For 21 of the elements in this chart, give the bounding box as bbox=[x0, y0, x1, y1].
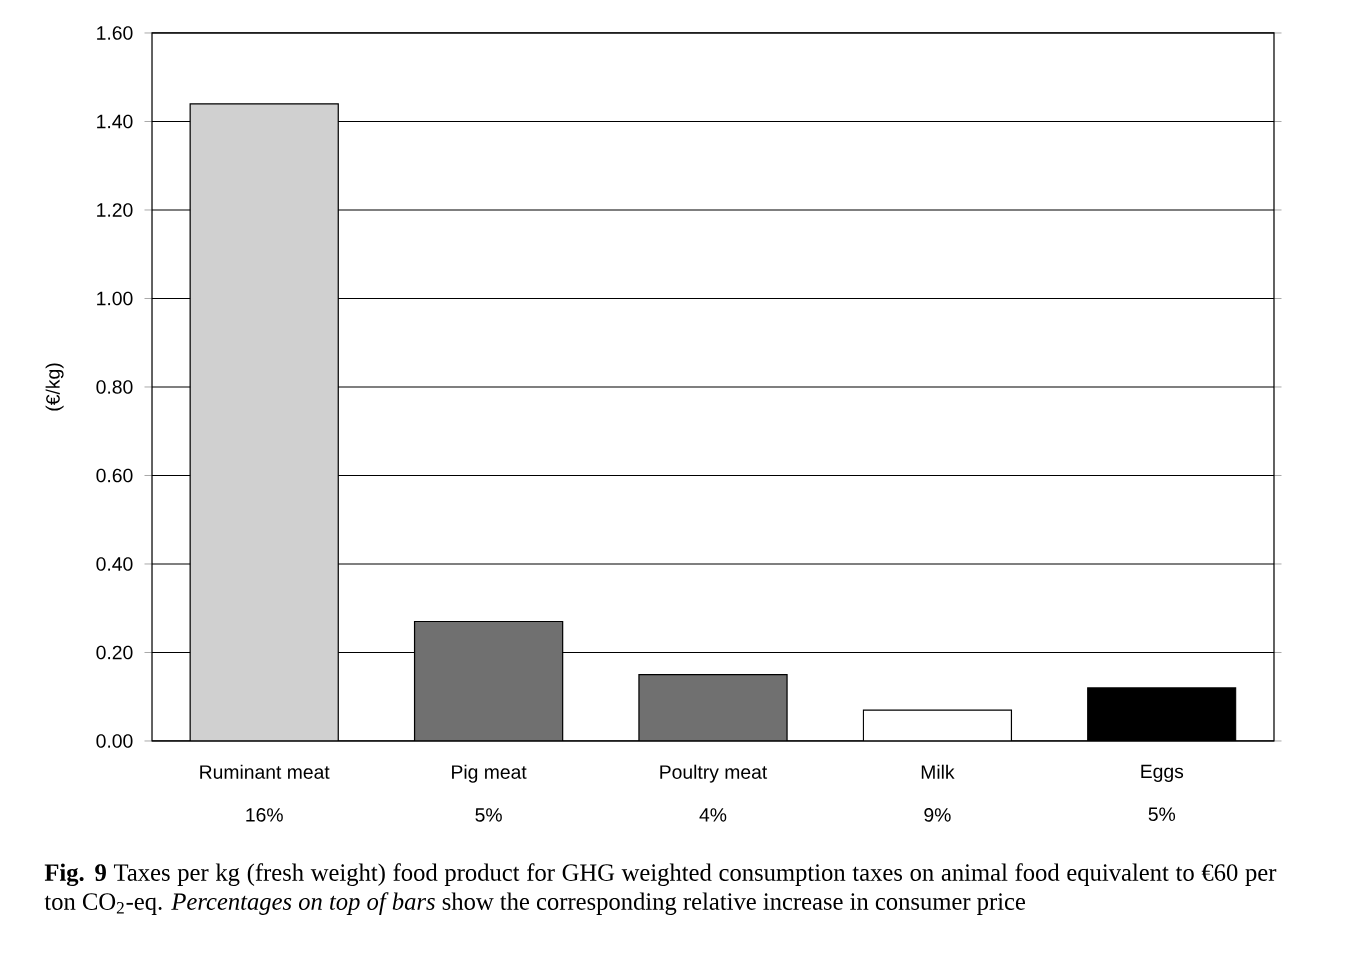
y-tick-label: 1.20 bbox=[97, 203, 133, 217]
y-tick-label: 0.40 bbox=[96, 557, 133, 571]
text: 5% bbox=[475, 808, 502, 822]
text: 5% bbox=[1148, 807, 1176, 822]
x-tick-label: Milk bbox=[921, 764, 955, 779]
text: 9% bbox=[924, 808, 951, 822]
y-tick-label: 1.40 bbox=[97, 114, 133, 129]
text: 4% bbox=[699, 808, 727, 822]
x-tick-label: Pig meat bbox=[452, 764, 527, 783]
y-axis-title: (€/kg) bbox=[45, 363, 64, 411]
y-tick-label: 1.00 bbox=[97, 291, 133, 306]
y-tick-label: 0.00 bbox=[96, 734, 133, 748]
y-tick-label: 0.20 bbox=[96, 645, 133, 660]
y-tick-label: 0.80 bbox=[96, 380, 133, 394]
x-tick-label: Eggs bbox=[1141, 764, 1184, 782]
x-tick-label: Ruminant meat bbox=[200, 764, 330, 779]
y-tick-label: 0.60 bbox=[96, 468, 133, 483]
y-tick-label: 1.60 bbox=[97, 26, 133, 40]
text: 16% bbox=[246, 808, 283, 822]
text: Fig. 9 Taxes per kg (fresh weight) food product for GHG weighted consumption taxes on animal food equivalent to €60 per ton CO$_{2}$-eq. Percentages on top of bars show the corresponding relative increase in consumer price bbox=[44, 863, 1277, 915]
x-tick-label: Poultry meat bbox=[660, 764, 768, 783]
